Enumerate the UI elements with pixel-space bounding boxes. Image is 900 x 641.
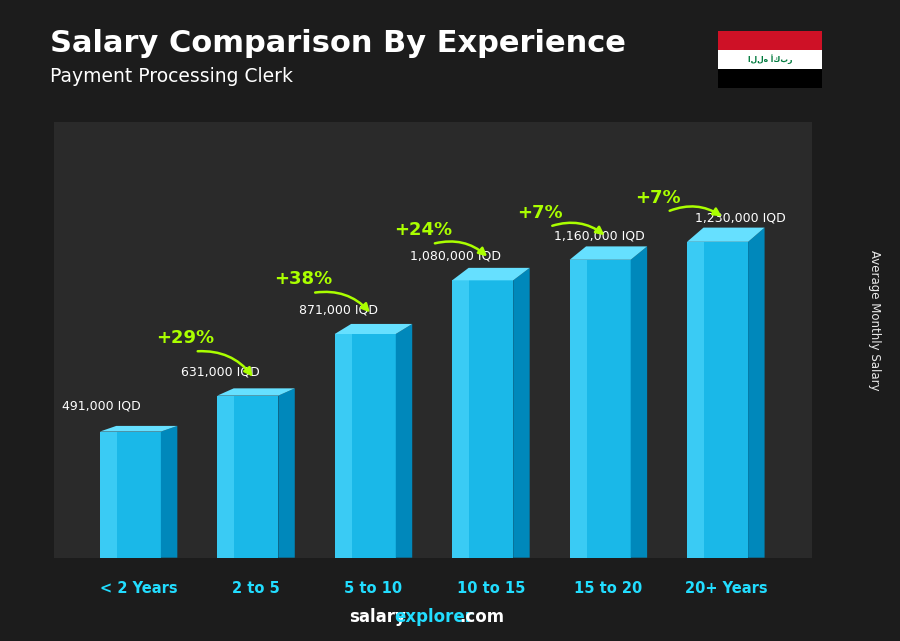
- Bar: [452, 280, 513, 558]
- Text: 15 to 20: 15 to 20: [574, 581, 643, 596]
- Bar: [718, 31, 822, 50]
- Bar: [718, 50, 822, 69]
- Polygon shape: [278, 388, 295, 558]
- Text: +7%: +7%: [634, 189, 680, 207]
- Text: .com: .com: [459, 608, 504, 626]
- Text: Average Monthly Salary: Average Monthly Salary: [868, 250, 881, 391]
- Text: Payment Processing Clerk: Payment Processing Clerk: [50, 67, 292, 87]
- Polygon shape: [161, 426, 177, 558]
- Text: 1,080,000 IQD: 1,080,000 IQD: [410, 250, 501, 263]
- Text: < 2 Years: < 2 Years: [100, 581, 177, 596]
- Text: +24%: +24%: [393, 221, 452, 239]
- Text: Salary Comparison By Experience: Salary Comparison By Experience: [50, 29, 625, 58]
- Bar: [217, 395, 278, 558]
- Bar: [452, 280, 469, 558]
- Polygon shape: [335, 324, 412, 334]
- Text: 2 to 5: 2 to 5: [232, 581, 280, 596]
- Polygon shape: [100, 426, 177, 431]
- Polygon shape: [452, 268, 530, 280]
- Polygon shape: [631, 246, 647, 558]
- Text: 491,000 IQD: 491,000 IQD: [61, 399, 140, 413]
- Text: +7%: +7%: [518, 204, 563, 222]
- Text: salary: salary: [349, 608, 406, 626]
- Polygon shape: [570, 246, 647, 260]
- Polygon shape: [748, 228, 765, 558]
- Text: +38%: +38%: [274, 271, 332, 288]
- Bar: [100, 431, 161, 558]
- Text: 5 to 10: 5 to 10: [345, 581, 402, 596]
- Bar: [687, 242, 748, 558]
- Text: 10 to 15: 10 to 15: [456, 581, 525, 596]
- Text: 631,000 IQD: 631,000 IQD: [182, 365, 260, 378]
- Polygon shape: [217, 388, 295, 395]
- Text: explorer: explorer: [394, 608, 473, 626]
- Text: 1,160,000 IQD: 1,160,000 IQD: [554, 229, 644, 242]
- Bar: [570, 260, 631, 558]
- Bar: [335, 334, 396, 558]
- Text: +29%: +29%: [157, 329, 214, 347]
- Bar: [217, 395, 234, 558]
- Bar: [687, 242, 704, 558]
- Polygon shape: [687, 228, 765, 242]
- Bar: [100, 431, 117, 558]
- Text: 1,230,000 IQD: 1,230,000 IQD: [695, 212, 786, 224]
- Bar: [570, 260, 587, 558]
- Polygon shape: [513, 268, 530, 558]
- Text: الله أكبر: الله أكبر: [748, 54, 792, 65]
- Bar: [335, 334, 352, 558]
- Text: 871,000 IQD: 871,000 IQD: [299, 304, 378, 317]
- Polygon shape: [396, 324, 412, 558]
- Text: 20+ Years: 20+ Years: [685, 581, 767, 596]
- Bar: [718, 69, 822, 88]
